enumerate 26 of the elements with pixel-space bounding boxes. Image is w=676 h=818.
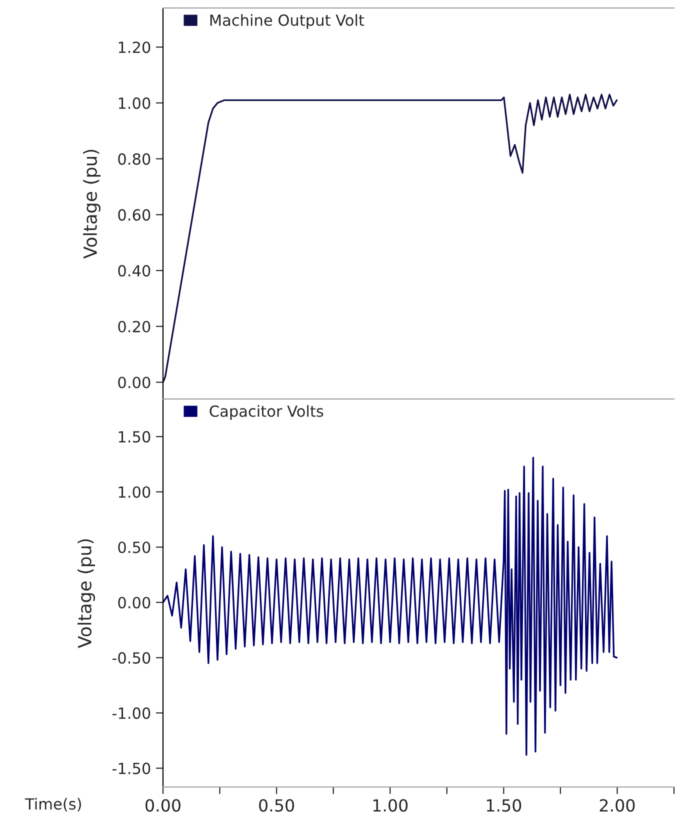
x-tick-label: 2.00	[600, 799, 635, 812]
y-tick-label: 1.00	[118, 97, 150, 109]
y-tick-label: 0.80	[118, 153, 150, 165]
y-axis-title: Voltage (pu)	[83, 150, 101, 259]
y-tick-label: -0.50	[112, 652, 150, 664]
y-tick-label: 0.20	[118, 320, 150, 332]
y-tick-label: 1.50	[118, 431, 150, 443]
y-tick-label: 1.20	[118, 42, 150, 54]
x-tick-label: 1.50	[486, 799, 522, 812]
y-axis-title: Voltage (pu)	[78, 539, 95, 648]
y-tick-label: -1.50	[112, 762, 150, 774]
legend-label: Machine Output Volt	[210, 14, 364, 29]
y-tick-label: 0.00	[118, 596, 150, 608]
line-series	[163, 456, 618, 756]
x-tick-label: 0.00	[146, 799, 180, 812]
line-series	[163, 94, 618, 384]
y-tick-label: 0.40	[118, 264, 150, 277]
y-tick-label: 1.00	[118, 486, 150, 498]
y-tick-label: -1.00	[112, 707, 150, 719]
x-tick-label: 1.00	[373, 799, 408, 812]
x-axis-title: Time(s)	[24, 798, 81, 812]
y-tick-label: 0.60	[118, 209, 150, 221]
legend-label: Capacitor Volts	[210, 405, 324, 420]
y-tick-label: 0.50	[118, 542, 150, 554]
y-tick-label: 0.00	[118, 376, 150, 388]
x-tick-label: 0.50	[259, 799, 294, 812]
